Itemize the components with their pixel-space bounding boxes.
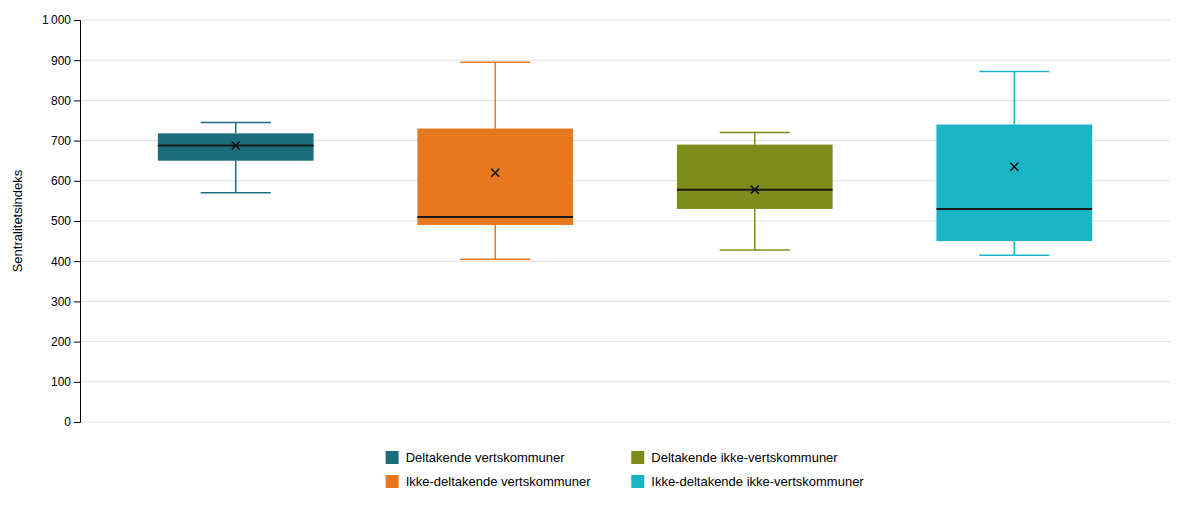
plot-area: 0 100 200 300 400 500 600 700 800 900 1 000	[42, 13, 1170, 429]
y-tick: 800	[51, 94, 80, 108]
mean-marker	[232, 141, 240, 149]
legend-item: Ikke-deltakende ikke-vertskommuner	[631, 474, 864, 489]
y-tick: 0	[64, 415, 80, 429]
box-group	[417, 62, 573, 259]
y-tick: 400	[51, 255, 80, 269]
grid-line	[80, 20, 1170, 21]
whisker-low	[1014, 241, 1016, 255]
grid-line	[80, 301, 1170, 302]
y-tick: 600	[51, 174, 80, 188]
whisker-low	[494, 225, 496, 259]
mean-marker	[491, 169, 499, 177]
y-tick-label: 1 000	[42, 13, 71, 27]
chart: 0 100 200 300 400 500 600 700 800 900 1 000 Sentral…	[0, 0, 1200, 522]
cap-low	[460, 258, 530, 260]
legend-swatch	[386, 475, 399, 488]
y-tick-mark	[74, 382, 80, 383]
grid-line	[80, 381, 1170, 382]
y-tick-mark	[74, 422, 80, 423]
cap-high	[201, 122, 271, 124]
y-tick-label: 900	[51, 54, 71, 68]
legend-item: Deltakende vertskommuner	[386, 450, 566, 465]
cap-high	[460, 61, 530, 63]
box	[677, 145, 833, 209]
y-tick-mark	[74, 301, 80, 302]
y-tick-label: 0	[64, 415, 71, 429]
y-tick-label: 200	[51, 335, 71, 349]
grid-line	[80, 60, 1170, 61]
grid	[80, 20, 1170, 422]
box	[417, 129, 573, 225]
marks	[158, 62, 1092, 259]
whisker-low	[235, 161, 237, 193]
y-tick: 100	[51, 375, 80, 389]
y-tick: 300	[51, 295, 80, 309]
y-tick-mark	[74, 60, 80, 61]
box-group	[158, 123, 314, 193]
y-tick-mark	[74, 100, 80, 101]
cap-low	[201, 192, 271, 194]
y-tick-label: 800	[51, 94, 71, 108]
grid-line	[80, 422, 1170, 423]
y-axis-line	[74, 21, 81, 423]
cap-high	[720, 132, 790, 134]
y-tick-label: 400	[51, 255, 71, 269]
legend-label: Deltakende vertskommuner	[406, 450, 566, 465]
legend-item: Deltakende ikke-vertskommuner	[631, 450, 838, 465]
legend-label: Deltakende ikke-vertskommuner	[651, 450, 838, 465]
y-tick: 700	[51, 134, 80, 148]
y-tick: 900	[51, 54, 80, 68]
y-tick-label: 600	[51, 174, 71, 188]
mean-marker	[1010, 163, 1018, 171]
legend-swatch	[631, 475, 644, 488]
legend-swatch	[631, 451, 644, 464]
y-tick-mark	[74, 221, 80, 222]
y-tick-mark	[74, 181, 80, 182]
y-axis: 0 100 200 300 400 500 600 700 800 900 1 000	[42, 13, 81, 429]
whisker-high	[235, 123, 237, 134]
grid-line	[80, 261, 1170, 262]
y-tick-label: 700	[51, 134, 71, 148]
grid-line	[80, 100, 1170, 101]
y-tick-label: 100	[51, 375, 71, 389]
y-tick-mark	[74, 261, 80, 262]
y-tick: 200	[51, 335, 80, 349]
whisker-high	[494, 62, 496, 128]
legend-item: Ikke-deltakende vertskommuner	[386, 474, 592, 489]
y-tick-mark	[74, 342, 80, 343]
whisker-high	[1014, 71, 1016, 124]
median	[936, 208, 1092, 210]
box	[936, 125, 1092, 242]
legend-swatch	[386, 451, 399, 464]
y-tick-mark	[74, 20, 80, 21]
whisker-low	[754, 209, 756, 250]
y-tick-mark	[74, 141, 80, 142]
y-tick-label: 500	[51, 214, 71, 228]
cap-high	[979, 71, 1049, 73]
y-axis-title: Sentralitetsindeks	[10, 169, 25, 272]
box-group	[677, 133, 833, 250]
y-tick: 1 000	[42, 13, 80, 27]
y-tick-label: 300	[51, 295, 71, 309]
legend: Deltakende vertskommuner Ikke-deltakende …	[386, 450, 865, 489]
box	[158, 133, 314, 160]
box-group	[936, 71, 1092, 255]
cap-low	[720, 249, 790, 251]
legend-label: Ikke-deltakende ikke-vertskommuner	[651, 474, 864, 489]
grid-line	[80, 341, 1170, 342]
whisker-high	[754, 133, 756, 145]
median	[417, 216, 573, 218]
mean-marker	[751, 186, 759, 194]
cap-low	[979, 254, 1049, 256]
legend-label: Ikke-deltakende vertskommuner	[406, 474, 592, 489]
y-tick: 500	[51, 214, 80, 228]
